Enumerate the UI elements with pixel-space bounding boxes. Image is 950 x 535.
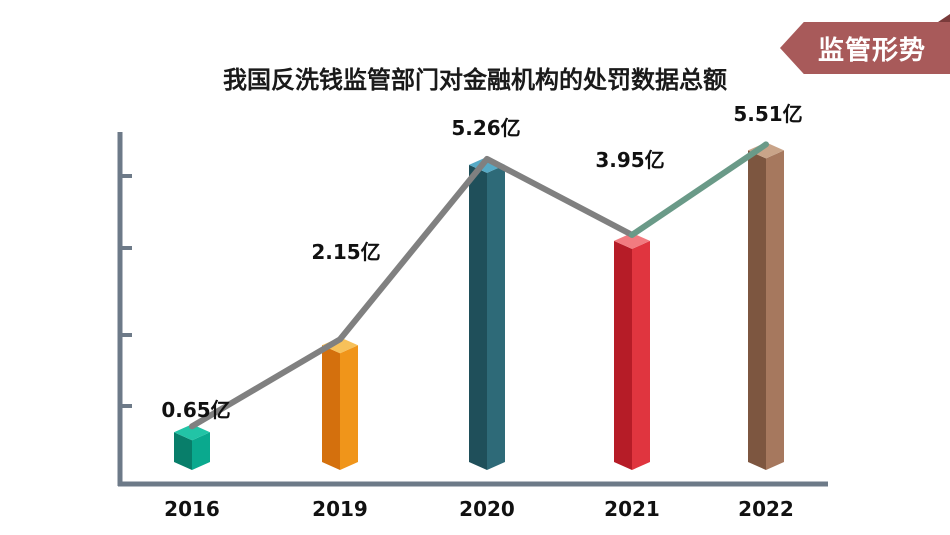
bar-2021	[614, 232, 650, 470]
bar-2016	[174, 424, 210, 470]
x-tick-label-2021: 2021	[604, 497, 660, 521]
trend-line	[189, 155, 635, 430]
axes	[117, 132, 828, 487]
bar-face-left	[322, 345, 340, 470]
bar-face-right	[340, 345, 358, 470]
bar-2020	[469, 156, 505, 471]
trend-line-group	[189, 141, 769, 430]
x-tick-label-2022: 2022	[738, 497, 794, 521]
tag-corner-fold	[938, 14, 950, 22]
bar-face-left	[469, 164, 487, 471]
chart-title: 我国反洗钱监管部门对金融机构的处罚数据总额	[223, 66, 727, 94]
data-label-2022: 5.51亿	[733, 102, 802, 126]
bars-group	[174, 142, 784, 471]
bar-top	[748, 142, 784, 159]
data-label-2019: 2.15亿	[311, 240, 380, 264]
x-tick-label-2019: 2019	[312, 497, 368, 521]
bar-face-left	[614, 240, 632, 470]
bar-face-left	[748, 150, 766, 471]
data-labels-group: 0.65亿 2.15亿 5.26亿 3.95亿 5.51亿	[161, 102, 802, 422]
section-tag: 监管形势	[780, 22, 950, 74]
bar-face-right	[192, 432, 210, 470]
bar-2022	[748, 142, 784, 471]
bar-face-right	[632, 240, 650, 470]
bar-top	[614, 232, 650, 249]
data-label-2016: 0.65亿	[161, 398, 230, 422]
bar-2019	[322, 337, 358, 470]
trend-line-last-segment	[629, 141, 769, 238]
bar-top	[174, 424, 210, 441]
bar-face-left	[174, 432, 192, 470]
section-tag-label: 监管形势	[817, 35, 926, 66]
data-label-2020: 5.26亿	[451, 116, 520, 140]
x-tick-label-2016: 2016	[164, 497, 220, 521]
bar-face-right	[766, 150, 784, 471]
x-tick-labels-group: 2016 2019 2020 2021 2022	[164, 497, 794, 521]
x-tick-label-2020: 2020	[459, 497, 515, 521]
bar-face-right	[487, 164, 505, 471]
data-label-2021: 3.95亿	[595, 148, 664, 172]
